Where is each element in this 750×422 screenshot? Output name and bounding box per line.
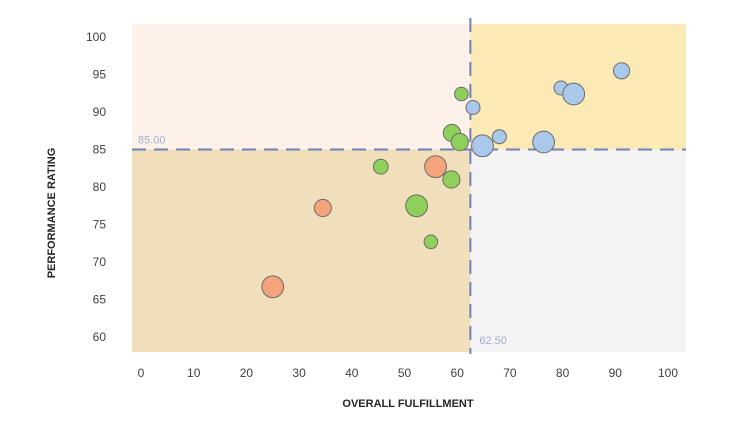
y-tick-label: 85 — [93, 143, 107, 157]
data-point — [261, 275, 285, 299]
x-tick-label: 60 — [451, 366, 465, 380]
quadrant-bottom-right — [470, 149, 686, 352]
x-tick-label: 40 — [345, 366, 359, 380]
y-axis-ticks: 60 65 70 75 80 85 90 95 100 — [86, 30, 106, 344]
data-point — [423, 234, 439, 250]
y-tick-label: 60 — [93, 330, 107, 344]
x-tick-label: 80 — [556, 366, 570, 380]
x-tick-label: 70 — [503, 366, 517, 380]
data-point — [613, 62, 631, 80]
data-point — [405, 194, 429, 218]
data-point — [442, 170, 461, 189]
x-tick-label: 0 — [138, 366, 145, 380]
data-point — [313, 198, 332, 218]
data-point — [450, 132, 469, 152]
y-axis-title: PERFORMANCE RATING — [46, 148, 58, 279]
y-tick-label: 80 — [93, 180, 107, 194]
y-tick-label: 90 — [93, 105, 107, 119]
x-tick-label: 50 — [398, 366, 412, 380]
x-tick-label: 100 — [658, 366, 678, 380]
x-tick-label: 90 — [609, 366, 623, 380]
x-tick-label: 20 — [240, 366, 254, 380]
y-tick-label: 100 — [86, 30, 106, 44]
data-point — [454, 86, 469, 102]
quadrant-backgrounds — [132, 24, 686, 352]
x-axis-title: OVERALL FULFILLMENT — [342, 398, 473, 410]
y-tick-label: 70 — [93, 255, 107, 269]
y-reference-label: 85.00 — [138, 135, 166, 147]
x-axis-ticks: 0 10 20 30 40 50 60 70 80 90 100 — [138, 366, 679, 380]
data-points — [261, 62, 631, 299]
data-point — [562, 82, 586, 106]
quadrant-bottom-left — [132, 149, 471, 352]
data-point — [532, 130, 555, 154]
quadrant-top-left — [132, 24, 471, 150]
x-tick-label: 10 — [187, 366, 201, 380]
y-tick-label: 75 — [93, 218, 107, 232]
data-point — [465, 100, 481, 115]
y-tick-label: 65 — [93, 293, 107, 307]
x-reference-label: 62.50 — [479, 335, 507, 347]
data-point — [372, 158, 389, 175]
data-point — [424, 155, 448, 179]
data-point — [491, 129, 507, 145]
data-point — [471, 134, 494, 158]
x-tick-label: 30 — [292, 366, 306, 380]
y-tick-label: 95 — [93, 68, 107, 82]
reference-lines — [132, 18, 686, 354]
